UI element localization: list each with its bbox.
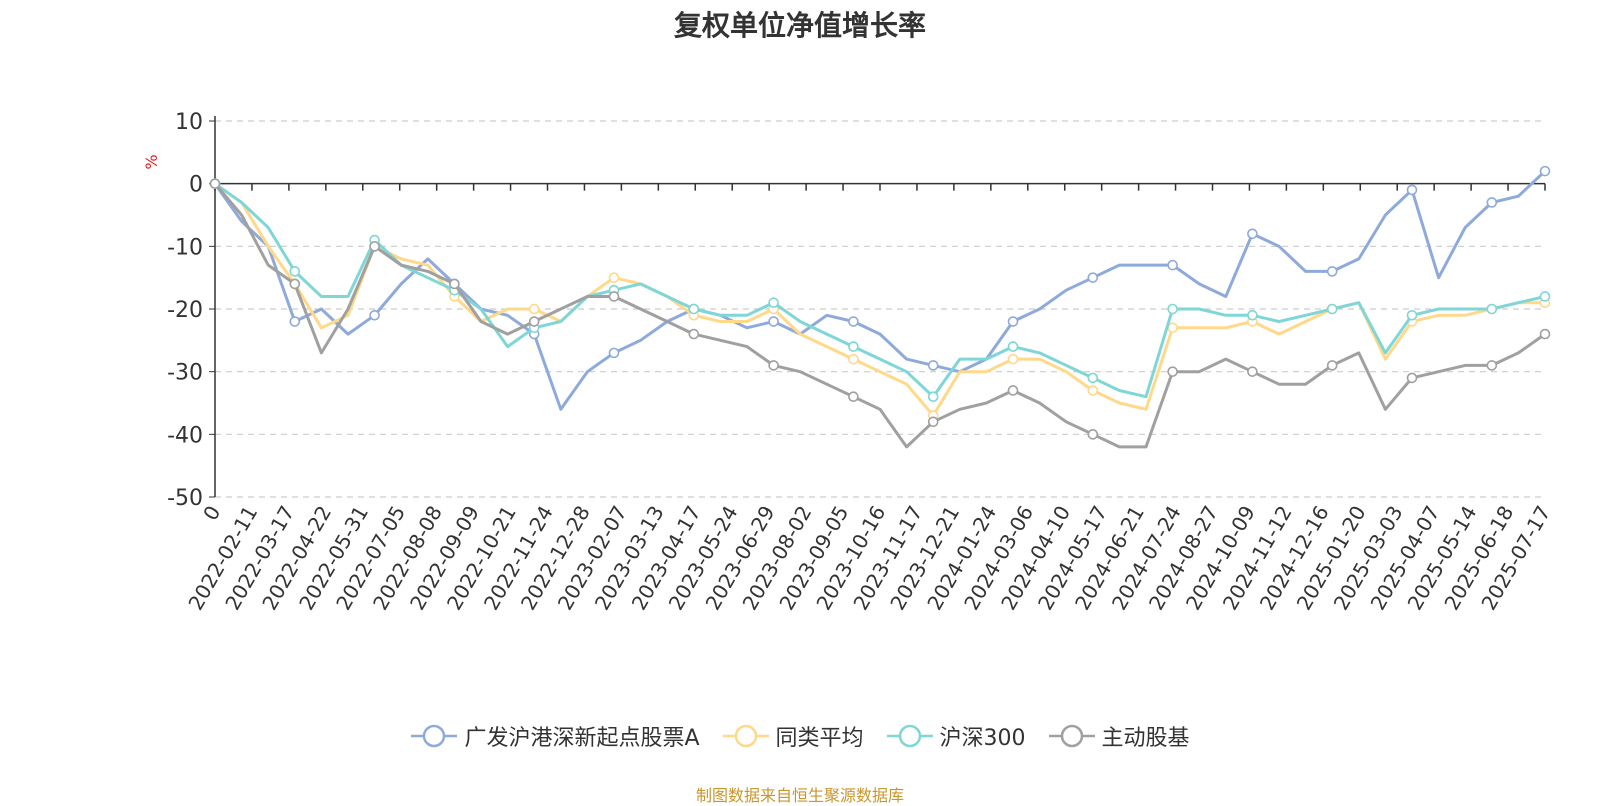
chart-title: 复权单位净值增长率 <box>673 9 926 42</box>
data-point <box>369 241 380 252</box>
series-2 <box>209 178 1551 403</box>
legend-label: 主动股基 <box>1101 726 1190 751</box>
data-point <box>528 303 540 315</box>
y-tick-label: -30 <box>167 361 203 386</box>
y-tick-label: -50 <box>167 486 203 511</box>
legend-label: 沪深300 <box>939 726 1026 751</box>
data-point <box>927 416 939 428</box>
data-point <box>848 316 859 327</box>
data-point <box>289 266 301 277</box>
data-point <box>848 391 859 403</box>
data-point <box>1326 360 1338 371</box>
data-point <box>1406 309 1418 321</box>
y-tick-label: -10 <box>167 235 203 260</box>
series-line <box>214 182 1546 399</box>
data-point <box>688 303 700 315</box>
data-point <box>927 360 939 371</box>
series-1 <box>209 178 1551 421</box>
data-point <box>1087 272 1099 283</box>
data-point <box>1247 366 1258 377</box>
y-axis-label: % <box>142 154 161 169</box>
legend-line-circle-icon <box>722 724 769 748</box>
legend-item[interactable]: 沪深300 <box>886 720 1026 752</box>
legend-line-circle-icon <box>1048 724 1095 748</box>
legend-item[interactable]: 同类平均 <box>722 720 864 752</box>
data-point <box>608 347 620 359</box>
data-point <box>1326 266 1338 277</box>
data-point <box>1087 372 1099 384</box>
series-lines <box>209 165 1551 449</box>
data-point <box>1247 228 1258 240</box>
data-point <box>848 341 859 352</box>
data-point <box>1247 309 1258 321</box>
data-point <box>927 391 939 403</box>
data-point <box>1406 184 1418 196</box>
data-point <box>1167 259 1178 271</box>
data-point <box>1539 165 1551 177</box>
series-line <box>213 182 1546 449</box>
data-point <box>1007 385 1019 396</box>
legend: 广发沪港深新起点股票A 同类平均 沪深300 主动股基 <box>0 720 1600 752</box>
data-point <box>1539 291 1551 302</box>
data-point <box>1167 303 1178 315</box>
data-point <box>1539 328 1551 340</box>
data-point <box>768 297 779 309</box>
source-note: 制图数据来自恒生聚源数据库 <box>695 786 904 805</box>
x-tick-label: 0 <box>198 502 225 525</box>
data-point <box>768 316 779 327</box>
data-point <box>1087 385 1099 396</box>
data-point <box>1007 353 1019 365</box>
legend-line-circle-icon <box>411 724 458 748</box>
data-point <box>1486 360 1498 371</box>
data-point <box>608 291 620 302</box>
series-0 <box>209 165 1551 411</box>
series-line <box>213 170 1547 411</box>
data-point <box>1007 341 1019 352</box>
data-point <box>1167 322 1178 334</box>
data-point <box>1486 303 1498 315</box>
legend-label: 广发沪港深新起点股票A <box>464 726 700 751</box>
series-line <box>214 182 1545 417</box>
data-point <box>688 328 700 340</box>
data-point <box>289 278 301 290</box>
x-axis: 02022-02-112022-03-172022-04-222022-05-3… <box>183 182 1555 614</box>
y-tick-label: -20 <box>167 298 203 323</box>
data-point <box>768 360 779 371</box>
data-point <box>1007 316 1019 327</box>
data-point <box>1167 366 1178 377</box>
data-point <box>1486 197 1498 208</box>
y-axis: 10 0 -10 -20 -30 -40 -50 <box>167 110 216 511</box>
line-chart: 10 0 -10 -20 -30 -40 -50 02022-02-112022-03-17… <box>142 110 1555 614</box>
data-point <box>1326 303 1338 315</box>
data-point <box>449 278 460 290</box>
data-point <box>1406 372 1418 384</box>
y-tick-label: 10 <box>175 110 203 135</box>
y-tick-label: 0 <box>189 173 203 198</box>
legend-line-circle-icon <box>886 724 933 748</box>
data-point <box>289 316 301 327</box>
data-point <box>848 353 859 365</box>
data-point <box>1087 429 1099 440</box>
data-point <box>209 178 221 189</box>
data-point <box>608 272 620 283</box>
data-point <box>528 316 540 327</box>
y-tick-label: -40 <box>167 423 203 448</box>
series-3 <box>209 178 1551 449</box>
grid-lines <box>215 120 1545 498</box>
legend-item[interactable]: 主动股基 <box>1048 720 1190 752</box>
legend-item[interactable]: 广发沪港深新起点股票A <box>410 720 700 752</box>
data-point <box>369 309 380 321</box>
legend-label: 同类平均 <box>775 726 864 751</box>
